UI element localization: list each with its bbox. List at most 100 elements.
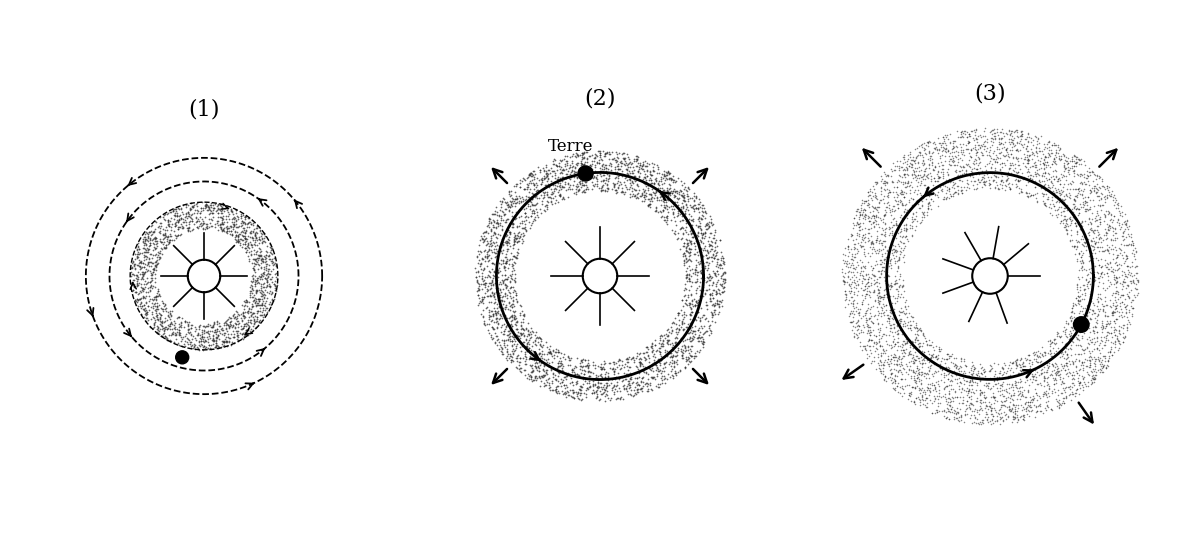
Point (875, 236, 894, 245)
Point (522, 208, 541, 217)
Point (1048, 332, 1067, 341)
Point (474, 280, 493, 289)
Point (917, 164, 936, 173)
Point (884, 244, 904, 253)
Point (1063, 389, 1082, 398)
Point (650, 343, 670, 352)
Point (654, 352, 673, 361)
Point (229, 319, 248, 327)
Point (1098, 182, 1117, 191)
Point (1104, 226, 1123, 235)
Point (910, 162, 929, 171)
Point (852, 270, 871, 279)
Point (631, 158, 650, 167)
Point (605, 390, 624, 399)
Point (143, 310, 162, 319)
Point (971, 364, 990, 373)
Point (227, 222, 246, 231)
Point (992, 363, 1012, 371)
Point (1038, 349, 1057, 358)
Point (608, 357, 628, 365)
Point (1042, 196, 1061, 205)
Point (882, 298, 901, 307)
Point (574, 160, 593, 169)
Point (900, 336, 919, 344)
Point (697, 246, 716, 255)
Point (659, 336, 678, 345)
Point (894, 306, 913, 315)
Point (859, 203, 878, 211)
Point (203, 339, 222, 348)
Point (854, 323, 874, 332)
Point (991, 177, 1010, 185)
Point (473, 275, 492, 284)
Point (211, 342, 230, 351)
Point (679, 210, 698, 219)
Point (604, 178, 623, 187)
Point (1063, 378, 1082, 387)
Point (623, 179, 642, 188)
Point (533, 164, 552, 173)
Point (1126, 274, 1145, 283)
Point (1126, 293, 1145, 302)
Point (220, 314, 239, 323)
Point (893, 293, 912, 302)
Point (170, 328, 190, 337)
Point (942, 368, 961, 377)
Point (689, 204, 708, 213)
Point (244, 263, 263, 272)
Point (914, 396, 934, 405)
Point (503, 331, 522, 340)
Point (928, 134, 947, 143)
Point (620, 189, 640, 198)
Point (558, 193, 577, 202)
Point (1012, 130, 1031, 139)
Point (563, 385, 582, 394)
Point (160, 330, 179, 339)
Point (551, 191, 570, 200)
Point (1078, 235, 1097, 243)
Point (125, 262, 144, 271)
Point (1032, 172, 1051, 181)
Point (1084, 262, 1103, 270)
Point (197, 200, 216, 209)
Point (654, 203, 673, 211)
Point (685, 352, 704, 360)
Point (143, 259, 162, 268)
Point (241, 240, 260, 249)
Point (486, 339, 505, 348)
Point (714, 253, 733, 262)
Point (143, 283, 162, 292)
Point (590, 375, 610, 384)
Point (878, 258, 898, 267)
Point (1081, 241, 1100, 250)
Point (889, 256, 908, 264)
Point (865, 339, 884, 348)
Point (966, 364, 985, 373)
Point (1079, 304, 1098, 313)
Point (502, 317, 521, 326)
Point (530, 333, 550, 342)
Point (920, 361, 940, 370)
Point (694, 274, 713, 283)
Point (992, 397, 1012, 406)
Point (1087, 254, 1106, 263)
Point (638, 181, 658, 189)
Point (931, 346, 950, 355)
Point (672, 351, 691, 360)
Point (1081, 294, 1100, 302)
Point (659, 335, 678, 344)
Point (875, 241, 894, 250)
Point (707, 296, 726, 305)
Point (222, 206, 241, 215)
Point (1002, 392, 1021, 401)
Point (254, 301, 274, 310)
Point (254, 310, 274, 319)
Point (887, 346, 906, 354)
Point (235, 320, 254, 329)
Point (1094, 352, 1114, 360)
Point (546, 161, 565, 169)
Point (251, 225, 270, 234)
Point (500, 312, 520, 321)
Point (239, 330, 258, 339)
